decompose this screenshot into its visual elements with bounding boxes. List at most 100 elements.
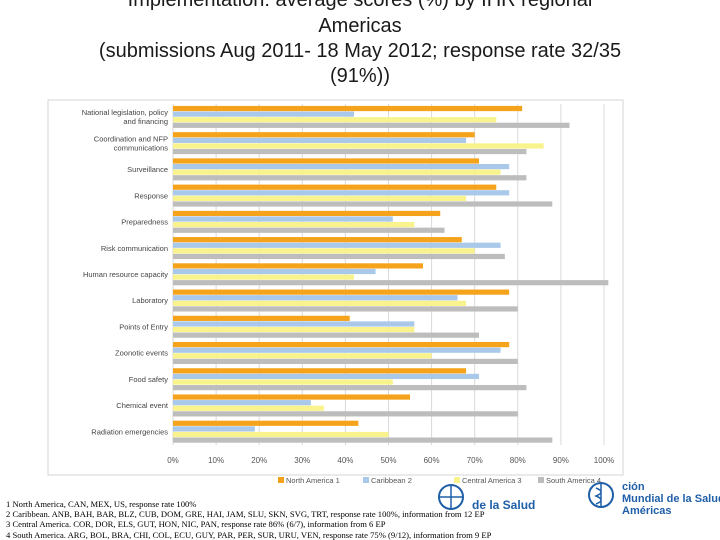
legend-swatch [363,477,369,483]
category-label: Zoonotic events [115,349,168,358]
bar-3 [173,169,501,175]
bar-chart: 0% 10% 20% 30% 40% 50% 60% 70% 80% 90% 100% Nationa… [47,99,624,485]
category-label: Coordination and NFP communications [94,134,168,152]
bar-1 [173,158,480,164]
bar-4 [173,280,609,286]
bar-1 [173,237,462,243]
title-line-1: Implementation: average scores (%) by IH… [127,0,593,11]
bar-3 [173,300,467,306]
legend-label: Central America 3 [462,476,522,485]
bar-4 [173,306,518,312]
legend-swatch [538,477,544,483]
paho-name: de la Salud [472,498,536,512]
bar-4 [173,148,527,155]
bar-1 [173,263,423,269]
bar-3 [173,326,415,333]
bar-3 [173,405,324,411]
legend-label: Caribbean 2 [371,476,412,485]
bar-3 [173,379,393,385]
x-tick-label: 30% [294,456,310,465]
x-tick-label: 10% [208,456,224,465]
category-label: Food safety [129,375,168,384]
title-line-3: (submissions Aug 2011- 18 May 2012; resp… [98,40,622,62]
paho-emblem-icon [438,484,464,510]
legend-label: South America 4 [546,476,601,485]
x-tick-label: 50% [380,456,396,465]
bar-2 [173,347,501,353]
bar-3 [173,248,475,254]
bar-2 [173,190,510,196]
bar-2 [173,295,458,301]
who-name-line-3: Américas [622,505,672,517]
bar-2 [173,242,501,248]
bar-1 [173,394,411,400]
bar-1 [173,341,510,348]
bar-4 [173,437,553,443]
bar-3 [173,274,355,280]
plot-frame [47,99,624,476]
x-tick-label: 0% [167,456,179,465]
category-label: Radiation emergencies [91,427,168,436]
category-label: Laboratory [132,296,168,305]
bar-1 [173,210,441,217]
bar-1 [173,289,510,295]
bar-4 [173,253,505,260]
x-tick-label: 90% [553,456,569,465]
footnote-1: 1 North America, CAN, MEX, US, response … [6,499,197,509]
category-label: Points of Entry [119,322,168,331]
bar-3 [173,431,389,438]
legend-swatch [454,477,460,483]
legend-swatch [278,477,284,483]
bar-4 [173,358,518,364]
bar-2 [173,400,311,406]
bar-3 [173,195,467,202]
bar-1 [173,105,523,112]
x-tick-label: 100% [594,456,614,465]
bar-1 [173,132,475,138]
bar-4 [173,227,445,233]
x-tick-label: 80% [510,456,526,465]
bar-4 [173,411,518,417]
x-tick-label: 60% [424,456,440,465]
bar-2 [173,137,467,143]
bar-2 [173,268,376,275]
bar-4 [173,201,553,207]
x-tick-label: 70% [467,456,483,465]
footnote-4: 4 South America. ARG, BOL, BRA, CHI, COL… [6,529,492,540]
bar-4 [173,122,570,128]
bar-4 [173,175,527,181]
bar-2 [173,216,393,222]
category-label: Response [134,191,168,200]
bar-3 [173,117,497,123]
who-name-line-2: Mundial de la Salud [622,493,720,505]
bar-1 [173,420,359,426]
bar-3 [173,143,544,149]
category-label: Surveillance [127,165,168,174]
bar-1 [173,184,497,190]
bar-2 [173,321,415,327]
bar-4 [173,385,527,391]
category-label: Human resource capacity [83,270,168,279]
x-tick-label: 20% [251,456,267,465]
x-tick-label: 40% [337,456,353,465]
category-label: National legislation, policy and financin… [82,108,169,126]
bar-2 [173,163,510,170]
title-line-4: (91%)) [329,65,390,87]
footnotes: 1 North America, CAN, MEX, US, response … [6,499,566,540]
bar-1 [173,368,467,374]
category-label: Risk communication [101,244,168,253]
bar-4 [173,332,480,338]
legend-label: North America 1 [286,476,340,485]
bar-3 [173,353,432,359]
bar-2 [173,426,255,432]
title-line-2: Americas [318,15,402,37]
bar-1 [173,315,350,321]
who-name-line-1: ción [622,481,645,493]
bar-3 [173,222,415,228]
who-emblem-icon [588,482,614,508]
category-label: Preparedness [121,218,168,227]
category-label: Chemical event [116,401,169,410]
footnote-3: 3 Central America. COR, DOR, ELS, GUT, H… [6,519,386,530]
footnote-2: 2 Caribbean. ANB, BAH, BAR, BLZ, CUB, DO… [6,509,485,520]
bar-2 [173,373,480,380]
